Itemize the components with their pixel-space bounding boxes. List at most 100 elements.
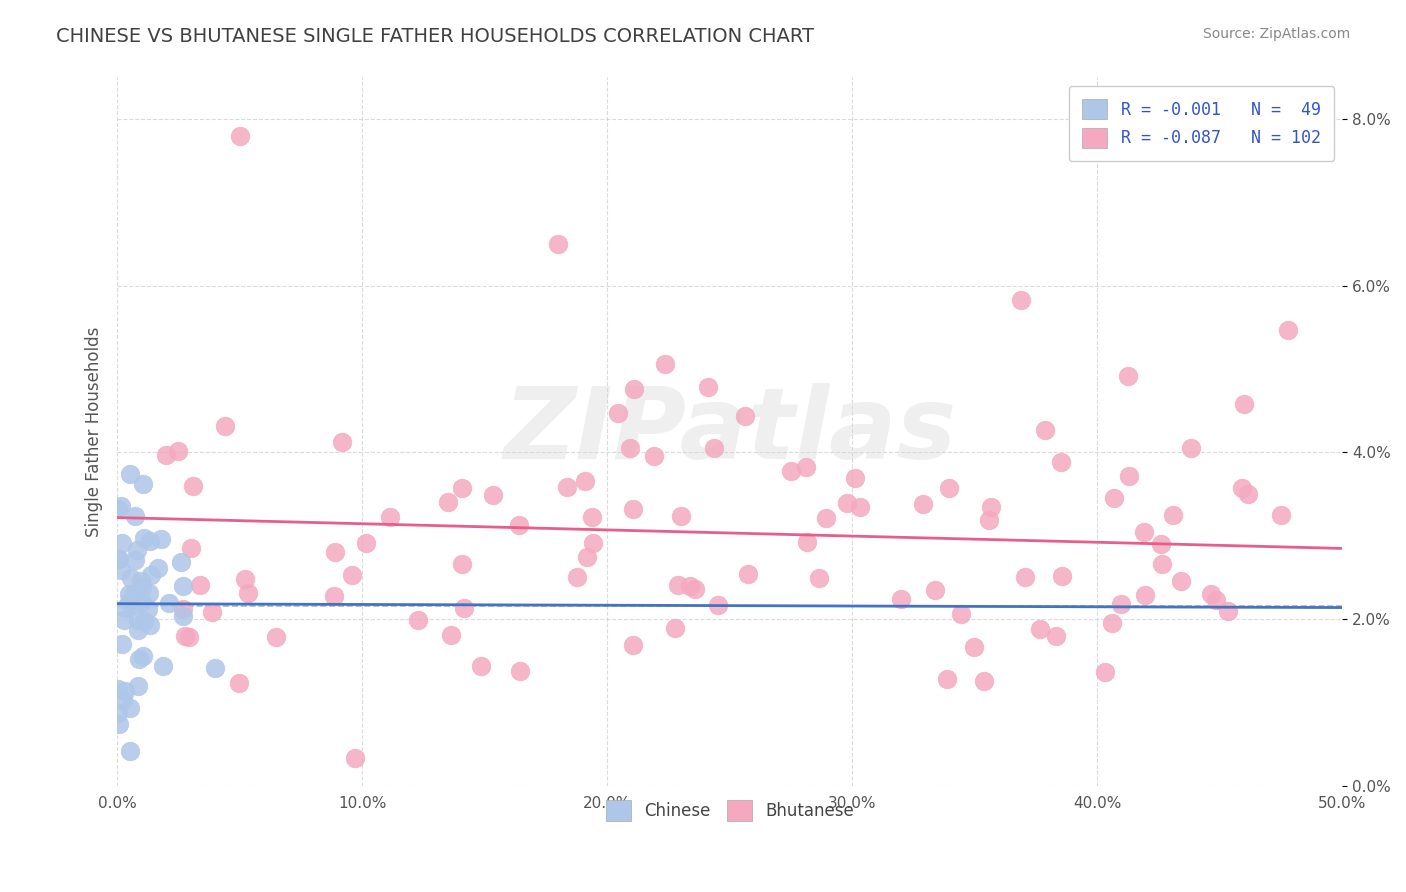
Point <box>127 613 149 627</box>
Point <box>581 510 603 524</box>
Point <box>112 613 135 627</box>
Point <box>796 535 818 549</box>
Point <box>508 517 530 532</box>
Point <box>108 552 131 566</box>
Point <box>1150 557 1173 571</box>
Point <box>124 553 146 567</box>
Point <box>146 560 169 574</box>
Point <box>1170 574 1192 588</box>
Point <box>1270 508 1292 523</box>
Point <box>124 509 146 524</box>
Point <box>138 586 160 600</box>
Point <box>330 434 353 449</box>
Point <box>264 630 287 644</box>
Point <box>134 531 156 545</box>
Point <box>437 495 460 509</box>
Point <box>938 482 960 496</box>
Point <box>844 471 866 485</box>
Point <box>936 672 959 686</box>
Legend: Chinese, Bhutanese: Chinese, Bhutanese <box>592 787 868 834</box>
Point <box>440 628 463 642</box>
Point <box>111 536 134 550</box>
Point <box>111 637 134 651</box>
Point <box>509 664 531 678</box>
Point <box>179 630 201 644</box>
Y-axis label: Single Father Households: Single Father Households <box>86 326 103 537</box>
Point <box>683 582 706 596</box>
Point <box>172 602 194 616</box>
Point <box>342 568 364 582</box>
Point <box>1118 468 1140 483</box>
Point <box>576 550 599 565</box>
Point <box>188 577 211 591</box>
Point <box>1094 665 1116 679</box>
Point <box>323 545 346 559</box>
Point <box>664 622 686 636</box>
Point <box>482 488 505 502</box>
Point <box>128 651 150 665</box>
Point <box>1161 508 1184 523</box>
Point <box>950 607 973 621</box>
Point <box>118 586 141 600</box>
Point <box>233 572 256 586</box>
Point <box>214 419 236 434</box>
Point <box>808 571 831 585</box>
Point <box>172 579 194 593</box>
Point <box>582 535 605 549</box>
Point <box>1232 481 1254 495</box>
Point <box>1205 593 1227 607</box>
Point <box>343 750 366 764</box>
Point <box>1101 615 1123 630</box>
Point <box>1237 487 1260 501</box>
Point <box>1133 588 1156 602</box>
Point <box>127 543 149 558</box>
Point <box>139 567 162 582</box>
Point <box>555 480 578 494</box>
Point <box>134 615 156 629</box>
Point <box>138 534 160 549</box>
Point <box>450 481 472 495</box>
Point <box>107 682 129 697</box>
Point <box>110 499 132 513</box>
Point <box>707 598 730 612</box>
Point <box>236 585 259 599</box>
Point <box>152 659 174 673</box>
Point <box>155 448 177 462</box>
Point <box>835 496 858 510</box>
Point <box>180 541 202 556</box>
Point <box>1014 570 1036 584</box>
Point <box>110 563 132 577</box>
Point <box>912 497 935 511</box>
Point <box>139 618 162 632</box>
Point <box>170 555 193 569</box>
Point <box>114 684 136 698</box>
Point <box>1180 442 1202 456</box>
Point <box>623 382 645 396</box>
Point <box>565 569 588 583</box>
Point <box>118 467 141 481</box>
Point <box>643 449 665 463</box>
Point <box>848 500 870 514</box>
Point <box>1109 598 1132 612</box>
Point <box>120 571 142 585</box>
Point <box>132 477 155 491</box>
Point <box>201 605 224 619</box>
Point <box>107 502 129 516</box>
Point <box>1216 604 1239 618</box>
Point <box>977 513 1000 527</box>
Point <box>408 613 430 627</box>
Point <box>1050 455 1073 469</box>
Point <box>1010 293 1032 307</box>
Point <box>107 706 129 720</box>
Point <box>703 441 725 455</box>
Point <box>574 475 596 489</box>
Point <box>131 574 153 588</box>
Point <box>621 501 644 516</box>
Point <box>122 587 145 601</box>
Point <box>1045 629 1067 643</box>
Point <box>132 649 155 664</box>
Point <box>547 237 569 252</box>
Point <box>112 693 135 707</box>
Point <box>378 510 401 524</box>
Point <box>734 409 756 424</box>
